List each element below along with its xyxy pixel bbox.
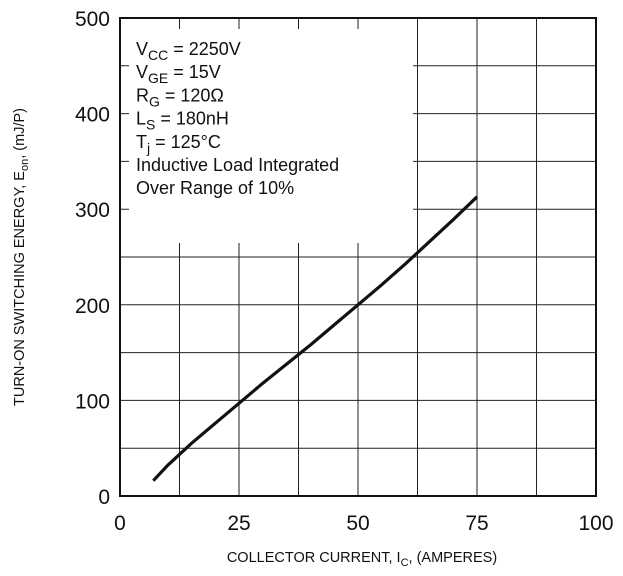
y-tick-label: 0 (98, 486, 110, 509)
x-axis-title: COLLECTOR CURRENT, IC, (AMPERES) (227, 550, 497, 569)
y-tick-labels: 0 100 200 300 400 500 (75, 8, 110, 509)
x-tick-label: 25 (227, 512, 250, 535)
y-tick-label: 400 (75, 104, 110, 127)
condition-line: LS = 180nH (136, 109, 229, 133)
y-tick-label: 500 (75, 8, 110, 31)
x-tick-label: 75 (465, 512, 488, 535)
y-axis-title: TURN-ON SWITCHING ENERGY, Eon, (mJ/P) (12, 108, 31, 406)
plot-frame (119, 17, 597, 497)
y-tick-label: 100 (75, 390, 110, 413)
condition-line: VCC = 2250V (136, 39, 241, 63)
condition-line: VGE = 15V (136, 62, 221, 86)
conditions-background (129, 29, 413, 243)
condition-line: Tj = 125°C (136, 132, 221, 156)
x-tick-label: 0 (114, 512, 126, 535)
x-tick-labels: 0 25 50 75 100 (114, 512, 613, 535)
condition-line: Inductive Load Integrated (136, 155, 339, 175)
y-tick-label: 300 (75, 199, 110, 222)
x-tick-label: 50 (346, 512, 369, 535)
x-tick-label: 100 (578, 512, 613, 535)
condition-line: RG = 120Ω (136, 85, 224, 109)
y-tick-label: 200 (75, 295, 110, 318)
condition-line: Over Range of 10% (136, 178, 294, 198)
energy-curve (152, 195, 479, 482)
